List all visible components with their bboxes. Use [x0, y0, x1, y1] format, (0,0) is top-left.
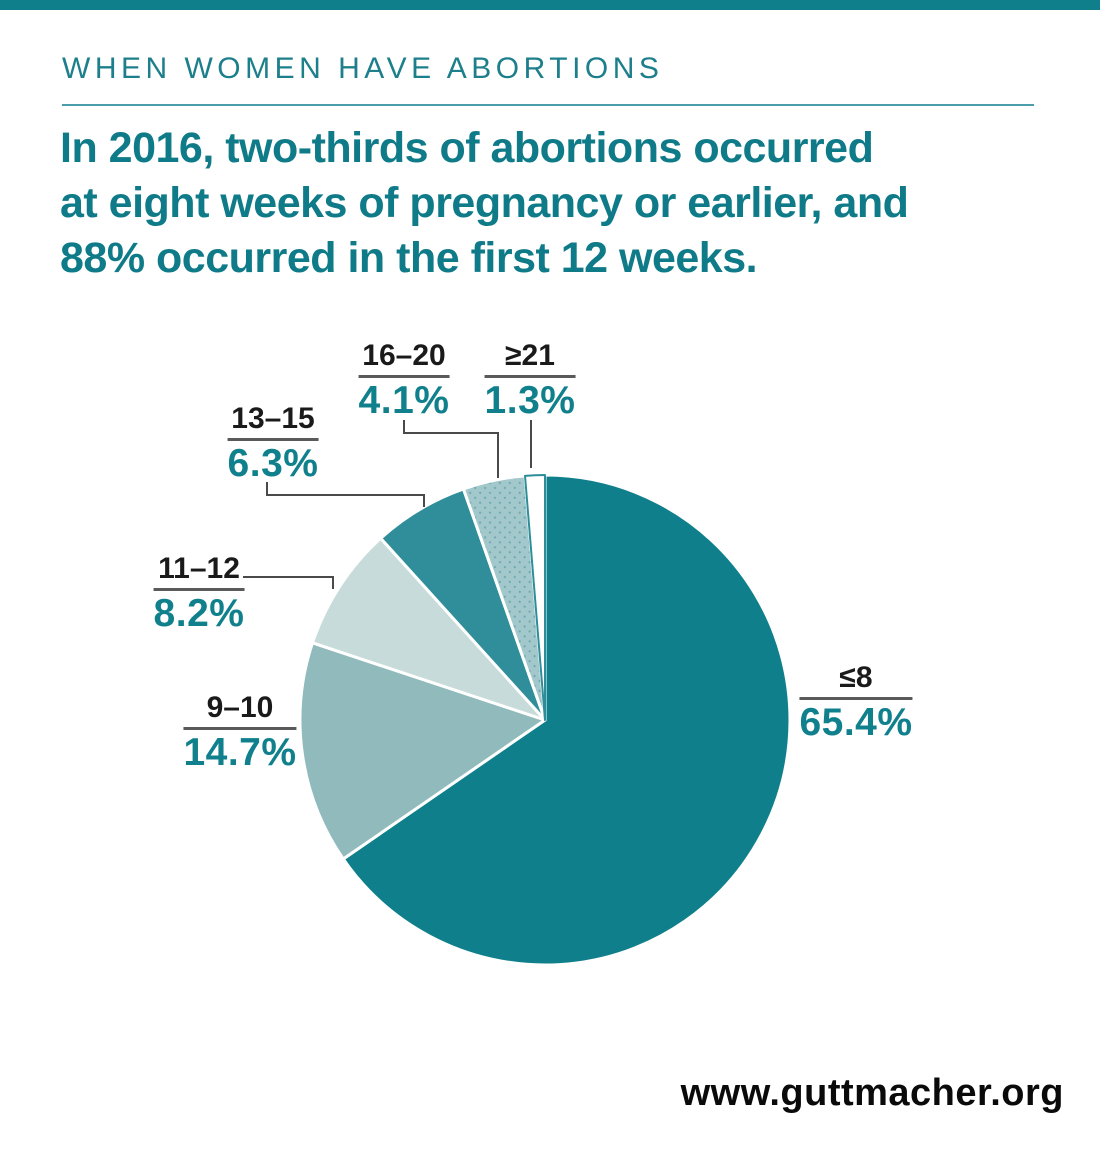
label-underline — [799, 697, 913, 700]
percent-value: 14.7% — [183, 731, 297, 774]
label-underline — [484, 375, 576, 378]
leader-line-13-15 — [266, 482, 425, 507]
slice-label-ge21: ≥21 1.3% — [484, 339, 576, 422]
slice-label-11-12: 11–12 8.2% — [153, 552, 245, 635]
pie-slice-9–10 — [298, 641, 547, 861]
label-underline — [227, 438, 319, 441]
slice-label-le8: ≤8 65.4% — [799, 661, 913, 744]
pie-slice-≥21 — [524, 474, 546, 721]
percent-value: 4.1% — [358, 379, 450, 422]
footer-url: www.guttmacher.org — [680, 1072, 1064, 1114]
top-accent-bar — [0, 0, 1100, 10]
label-underline — [358, 375, 450, 378]
week-range-label: ≥21 — [505, 339, 555, 372]
slice-label-16-20: 16–20 4.1% — [358, 339, 450, 422]
week-range-label: 13–15 — [231, 402, 315, 435]
week-range-label: 9–10 — [206, 691, 274, 724]
slice-label-13-15: 13–15 6.3% — [227, 402, 319, 485]
eyebrow-title: WHEN WOMEN HAVE ABORTIONS — [62, 52, 664, 85]
pie-slice-≤8 — [341, 473, 792, 967]
leader-line-11-12 — [243, 576, 334, 589]
percent-value: 6.3% — [227, 442, 319, 485]
leader-line-16-20 — [403, 420, 499, 478]
percent-value: 1.3% — [484, 379, 576, 422]
percent-value: 8.2% — [153, 592, 245, 635]
pie-slice-11–12 — [310, 536, 547, 722]
title-divider — [62, 104, 1034, 106]
label-underline — [183, 727, 297, 730]
slice-label-9-10: 9–10 14.7% — [183, 691, 297, 774]
week-range-label: 11–12 — [158, 552, 240, 585]
percent-value: 65.4% — [799, 701, 913, 744]
chart-headline: In 2016, two-thirds of abortions occurre… — [60, 124, 909, 282]
week-range-label: ≤8 — [839, 661, 873, 694]
pie-slices — [298, 473, 792, 967]
label-underline — [153, 588, 245, 591]
week-range-label: 16–20 — [362, 339, 446, 372]
